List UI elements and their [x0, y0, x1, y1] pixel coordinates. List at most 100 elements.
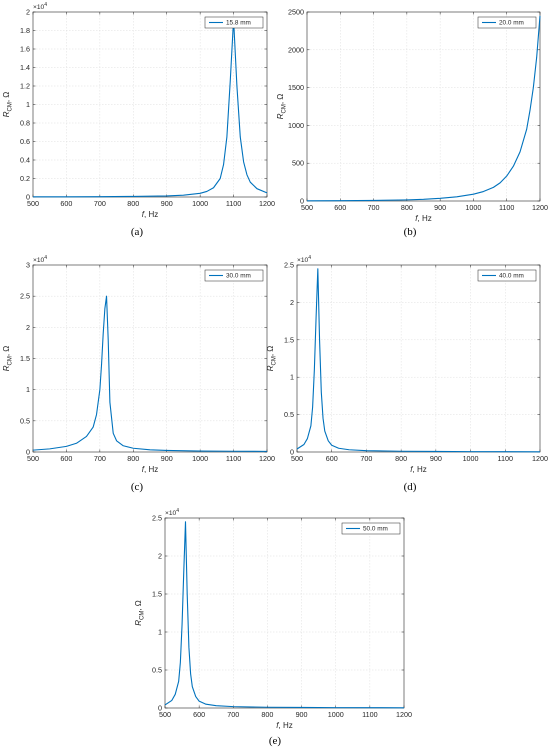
y-axis-label-sub: CM: [282, 104, 288, 113]
y-tick-label: 2.5: [152, 514, 162, 523]
chart-panel: 500 600 700 800 900 1000 1100 12000500100015002…: [276, 8, 548, 239]
x-tick-label: 800: [395, 454, 407, 463]
y-axis-label-sub: CM: [140, 611, 146, 620]
y-axis-label-unit: , Ω: [134, 600, 143, 610]
y-tick-label: 0: [158, 704, 162, 713]
x-tick-label: 600: [334, 203, 346, 212]
x-tick-label: 1100: [362, 710, 377, 719]
y-tick-label: 2: [26, 8, 30, 17]
panel-label: (e): [269, 735, 282, 747]
x-axis-label-var: f: [142, 210, 145, 219]
panel-label: (c): [131, 481, 144, 493]
y-tick-label: 0.6: [20, 137, 30, 146]
y-tick-label: 1: [26, 385, 30, 394]
x-axis-label-unit: , Hz: [279, 721, 293, 730]
x-tick-label: 600: [326, 454, 338, 463]
legend-box: [477, 269, 537, 282]
y-exponent-power: 4: [176, 508, 179, 514]
y-exponent-base: ×10: [297, 257, 309, 264]
y-tick-label: 2: [26, 323, 30, 332]
y-axis-label-sub: CM: [8, 356, 14, 365]
axes-box: [164, 517, 405, 709]
y-tick-label: 2: [158, 552, 162, 561]
legend: 20.0 mm: [477, 16, 537, 29]
legend: 40.0 mm: [477, 269, 537, 282]
y-tick-label: 3: [26, 261, 30, 270]
y-axis-label-sub: CM: [8, 102, 14, 111]
chart-panel: 500 600 700 800 900 1000 1100 1200 0 0.5 1 1.5 2 2.5 ×…: [266, 255, 548, 493]
legend-box: [204, 269, 264, 282]
y-tick-label: 1500: [288, 83, 304, 92]
y-tick-label: 0: [300, 197, 304, 206]
x-tick-label: 900: [161, 454, 173, 463]
chart-panel: 500 600 700 800 900 1000 1100 1200 0 0.5 1 1.5 2 2.5 ×…: [134, 508, 412, 747]
x-tick-label: 800: [127, 199, 139, 208]
x-tick-label: 500: [27, 199, 39, 208]
x-tick-label: 1100: [499, 203, 514, 212]
y-axis-label-main: R: [266, 365, 275, 371]
x-axis-label: f, Hz: [142, 210, 158, 219]
y-axis-label: RCM, Ω: [2, 346, 14, 372]
x-tick-label: 1100: [226, 199, 241, 208]
legend: 50.0 mm: [341, 522, 401, 535]
y-tick-label: 1: [290, 373, 294, 382]
y-exponent-label: ×104: [33, 2, 47, 11]
x-tick-label: 1000: [465, 203, 481, 212]
y-axis-label-unit: , Ω: [276, 94, 285, 104]
x-tick-label: 600: [60, 454, 72, 463]
series-line: [296, 268, 541, 453]
x-tick-label: 1000: [192, 454, 208, 463]
y-tick-label: 1.2: [20, 82, 30, 91]
x-axis-label-var: f: [142, 465, 145, 474]
x-tick-label: 800: [401, 203, 413, 212]
y-tick-label: 0.5: [20, 416, 30, 425]
y-tick-label: 2: [290, 298, 294, 307]
y-tick-label: 2.5: [20, 292, 30, 301]
panel-label: (d): [404, 481, 417, 493]
x-axis-label-var: f: [276, 721, 279, 730]
legend-entry: 20.0 mm: [499, 20, 524, 27]
series-line: [164, 521, 405, 709]
y-axis-label-unit: , Ω: [2, 346, 11, 356]
y-tick-label: 0.8: [20, 119, 30, 128]
y-tick-label: 1.6: [20, 45, 30, 54]
y-exponent-base: ×10: [33, 4, 45, 11]
axes-box: [306, 11, 541, 202]
x-tick-label: 700: [227, 710, 239, 719]
legend-box: [204, 16, 264, 29]
x-tick-label: 600: [193, 710, 205, 719]
y-tick-label: 2.5: [284, 261, 294, 270]
x-tick-label: 1100: [498, 454, 513, 463]
series-line: [32, 18, 268, 198]
x-tick-label: 1200: [259, 199, 275, 208]
x-axis-label-unit: , Hz: [413, 465, 427, 474]
y-tick-label: 0: [26, 448, 30, 457]
x-tick-label: 800: [261, 710, 273, 719]
y-tick-label: 0.5: [284, 410, 294, 419]
x-axis-label-unit: , Hz: [144, 465, 158, 474]
legend: 30.0 mm: [204, 269, 264, 282]
x-axis-label-var: f: [415, 214, 418, 223]
y-tick-label: 1: [26, 100, 30, 109]
y-tick-label: 0.2: [20, 174, 30, 183]
x-tick-label: 600: [60, 199, 72, 208]
x-tick-label: 700: [94, 454, 106, 463]
y-tick-label: 0.4: [20, 156, 30, 165]
y-axis-label-main: R: [276, 113, 285, 119]
axes-box: [296, 264, 541, 453]
y-tick-label: 1.5: [284, 335, 294, 344]
x-tick-label: 1200: [259, 454, 275, 463]
x-tick-label: 700: [94, 199, 106, 208]
x-tick-label: 1200: [532, 454, 548, 463]
x-tick-label: 1000: [328, 710, 344, 719]
y-tick-label: 1: [158, 628, 162, 637]
chart-panel: 500 600 700 800 900 1000 1100 1200 0 0.5 1 1.5 2 2.5 3…: [2, 255, 275, 493]
legend-entry: 40.0 mm: [499, 273, 524, 280]
y-axis-label-sub: CM: [272, 356, 278, 365]
legend-box: [341, 522, 401, 535]
y-axis-label: RCM, Ω: [2, 92, 14, 118]
x-tick-label: 500: [291, 454, 303, 463]
y-tick-label: 2500: [288, 8, 304, 17]
x-tick-label: 500: [27, 454, 39, 463]
x-tick-label: 900: [434, 203, 446, 212]
